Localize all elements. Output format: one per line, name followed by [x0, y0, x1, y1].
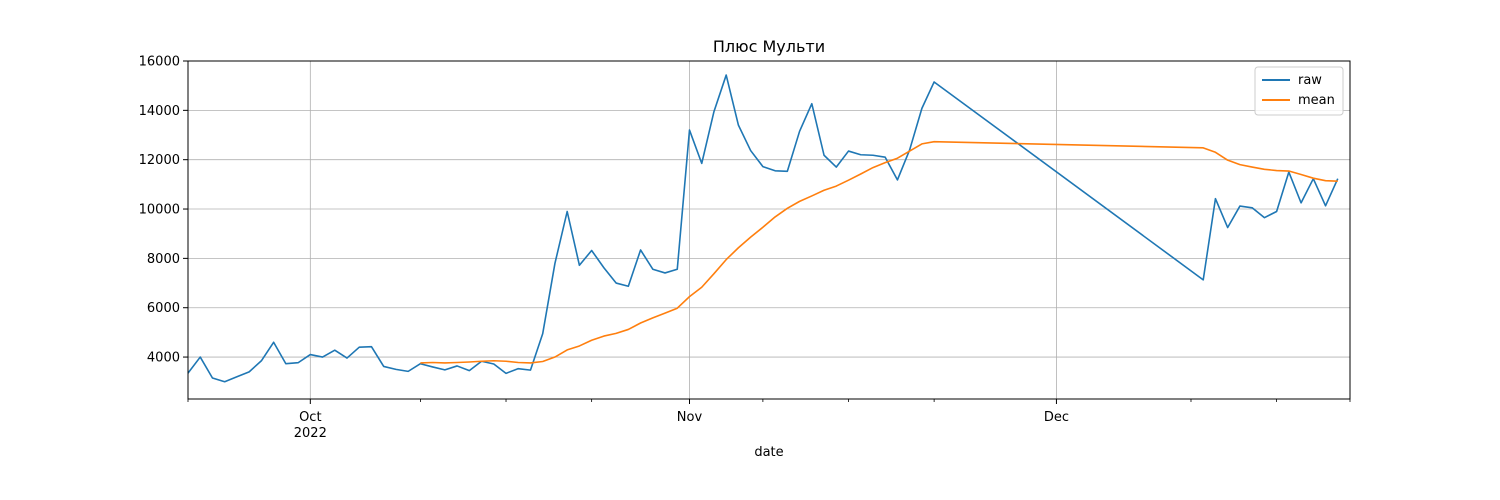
- legend-label-raw: raw: [1298, 73, 1322, 88]
- y-tick-label: 8000: [147, 252, 180, 267]
- y-tick-label: 12000: [139, 153, 180, 168]
- series-line-mean: [420, 140, 1338, 364]
- plot-frame: [187, 60, 1351, 400]
- x-axis-label: date: [754, 445, 783, 460]
- y-tick-label: 4000: [147, 351, 180, 366]
- series-layer: [187, 74, 1339, 383]
- x-tick-label: Oct: [299, 410, 321, 425]
- y-tick-label: 16000: [139, 55, 180, 70]
- series-line-raw: [187, 74, 1339, 383]
- chart-title: Плюс Мульти: [713, 37, 825, 56]
- legend: raw mean: [1254, 66, 1344, 116]
- y-tick-label: 14000: [139, 104, 180, 119]
- y-tick-label: 10000: [139, 203, 180, 218]
- x-tick-label: Dec: [1044, 410, 1069, 425]
- x-tick-sublabel: 2022: [294, 426, 327, 441]
- x-tick-label: Nov: [677, 410, 703, 425]
- y-tick-label: 6000: [147, 301, 180, 316]
- legend-label-mean: mean: [1298, 93, 1335, 108]
- grid-layer: [188, 60, 1350, 399]
